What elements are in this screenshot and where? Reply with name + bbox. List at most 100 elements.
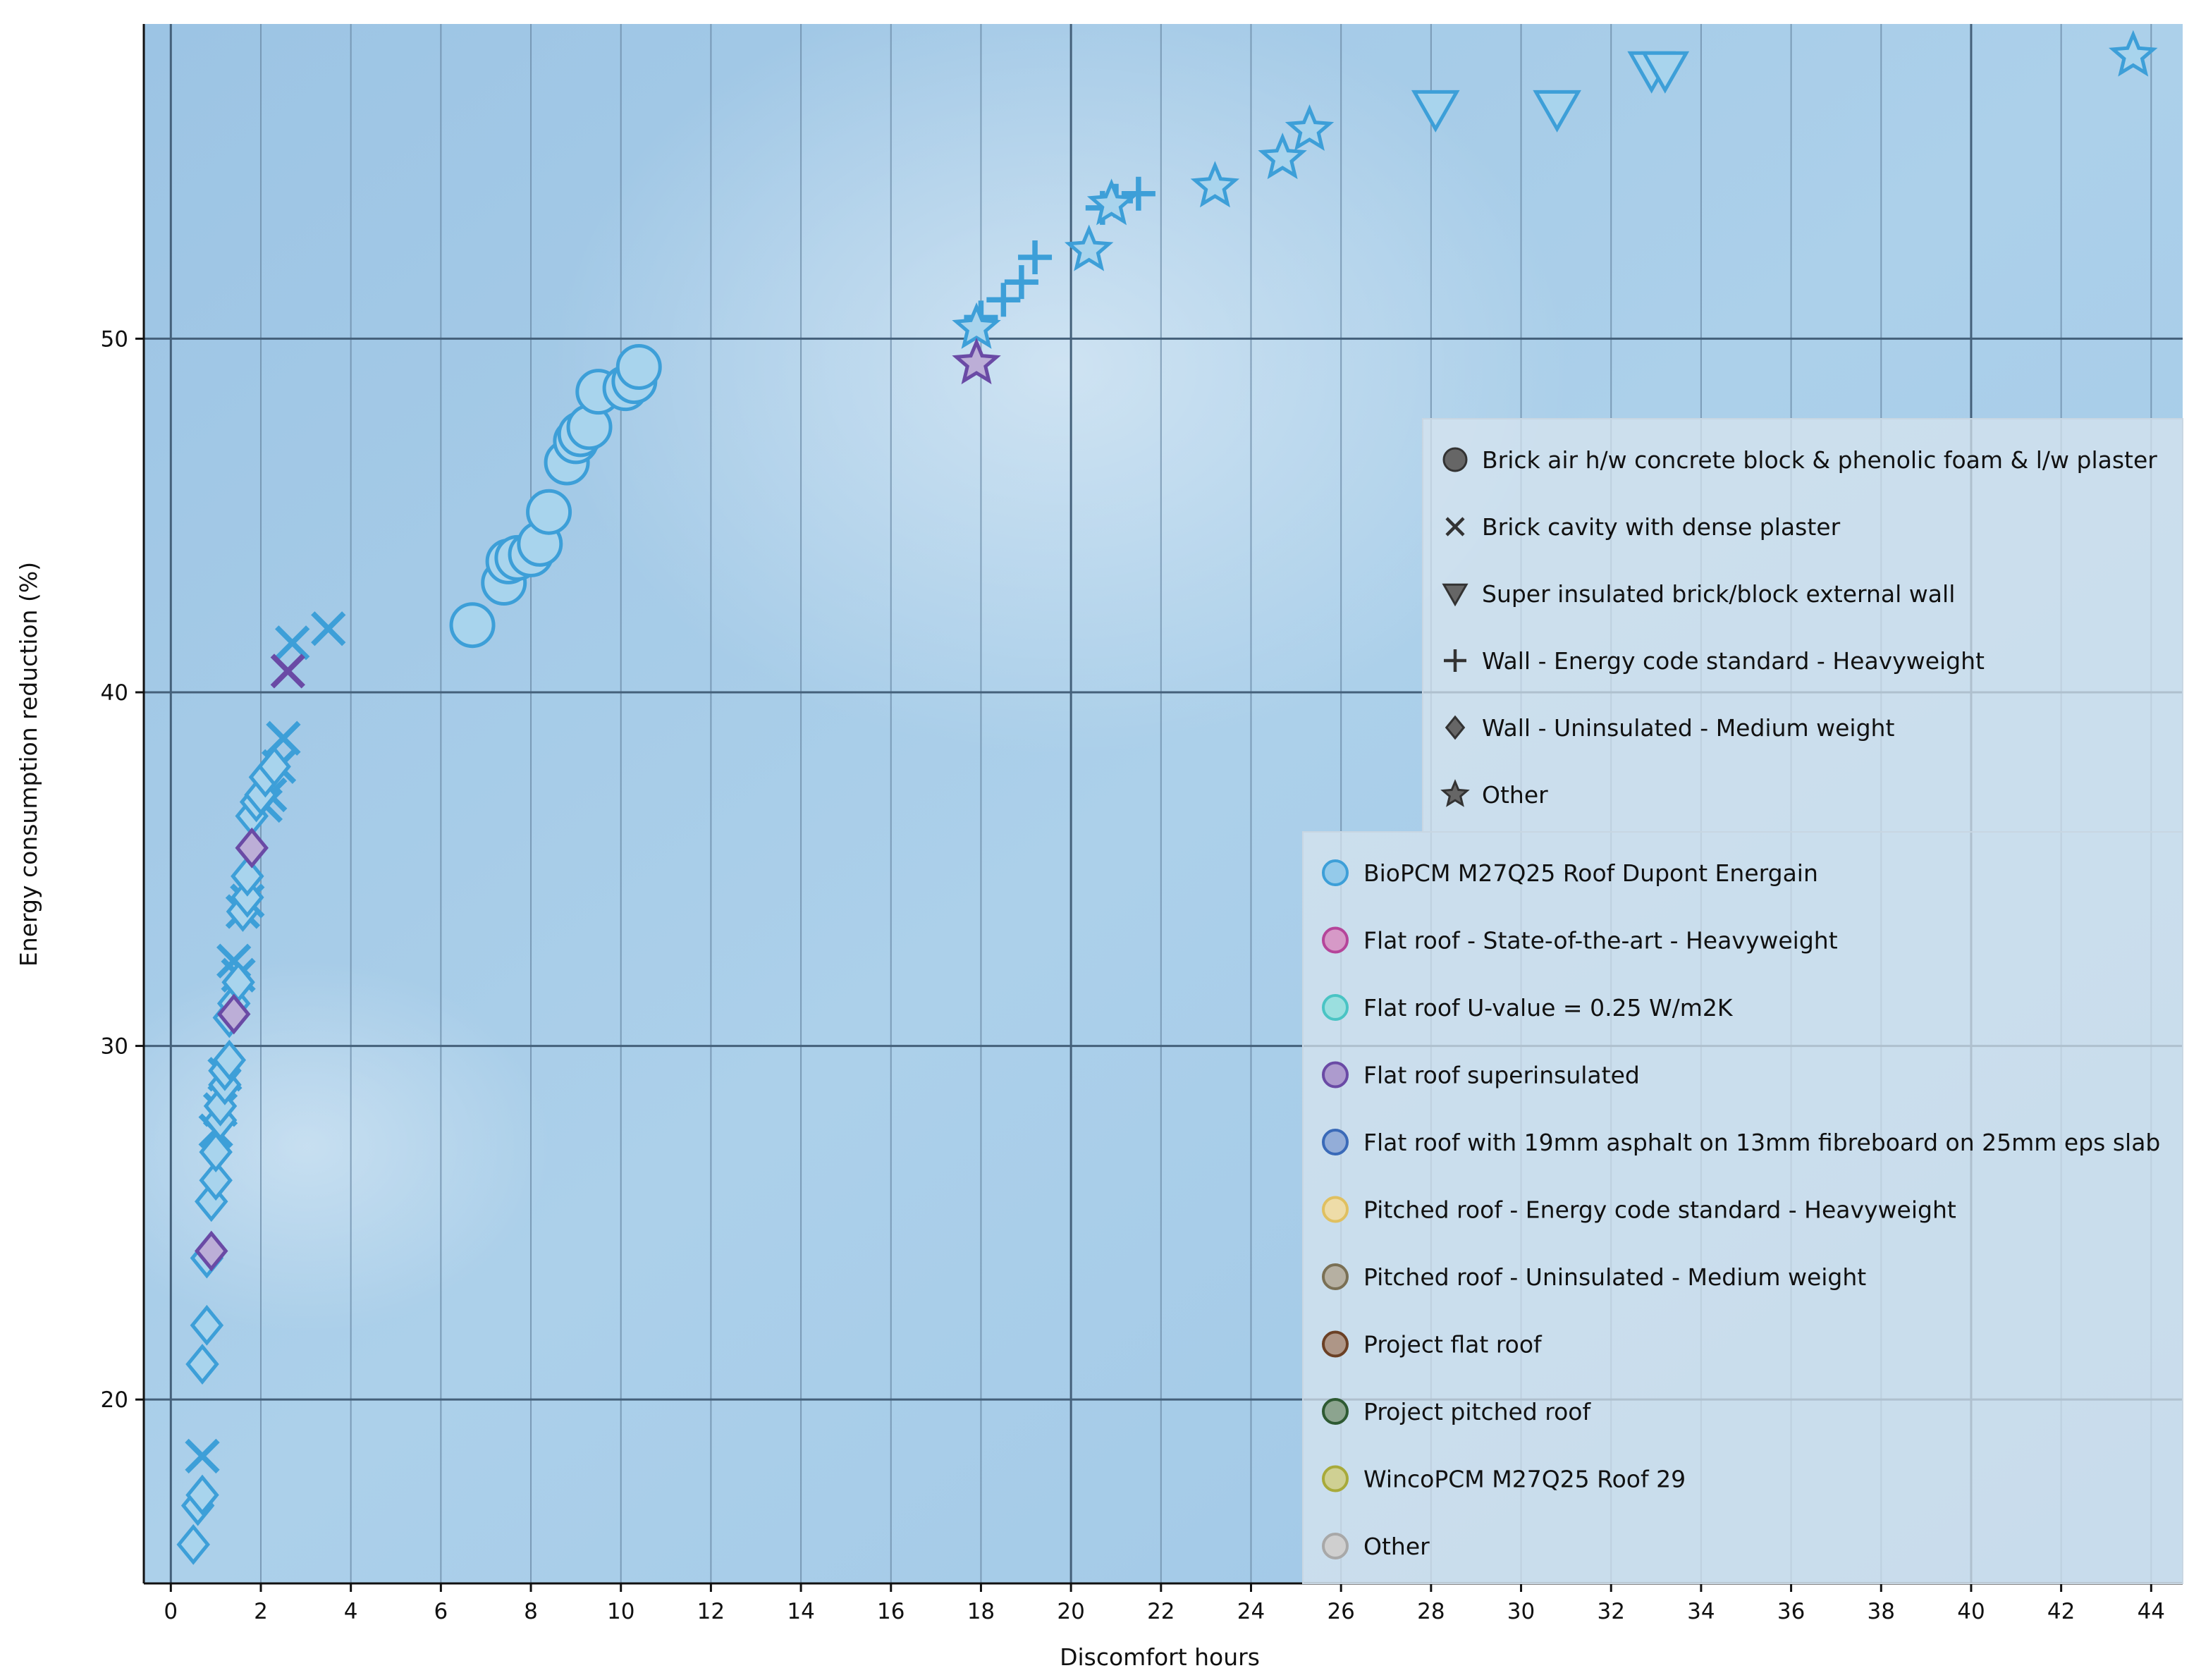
color-legend-label: Flat roof U-value = 0.25 W/m2K <box>1363 994 1734 1022</box>
x-tick-label: 20 <box>1057 1599 1084 1624</box>
x-tick-label: 8 <box>524 1599 538 1624</box>
x-tick-label: 44 <box>2138 1599 2165 1624</box>
shape-legend-label: Brick cavity with dense plaster <box>1482 513 1841 541</box>
legend-color-swatch <box>1322 994 1349 1021</box>
x-tick-label: 26 <box>1327 1599 1354 1624</box>
x-tick-label: 10 <box>607 1599 634 1624</box>
data-point-circle <box>449 602 496 649</box>
data-point-star <box>1086 178 1136 226</box>
data-point-diamond <box>199 1132 233 1173</box>
data-point-star <box>952 337 1001 385</box>
color-legend-label: Flat roof with 19mm asphalt on 13mm fibr… <box>1363 1129 2160 1156</box>
color-legend-label: Pitched roof - Uninsulated - Medium weig… <box>1363 1263 1866 1291</box>
data-point-diamond <box>199 1160 233 1201</box>
x-tick-label: 14 <box>787 1599 814 1624</box>
data-point-star <box>952 302 1001 349</box>
legend-color-swatch <box>1322 926 1349 954</box>
data-point-diamond <box>231 855 264 897</box>
x-tick-label: 40 <box>1957 1599 1985 1624</box>
data-point-diamond <box>195 1230 228 1272</box>
x-tick-label: 0 <box>164 1599 178 1624</box>
legend-shape-plus <box>1444 649 1466 672</box>
y-tick-label: 50 <box>101 326 128 352</box>
data-point-diamond <box>185 1344 219 1385</box>
legend-color-swatch <box>1322 859 1349 886</box>
legend-color-swatch <box>1322 1398 1349 1425</box>
data-point-circle <box>615 344 662 391</box>
shape-legend-label: Wall - Uninsulated - Medium weight <box>1482 714 1894 742</box>
y-axis-title: Energy consumption reduction (%) <box>15 562 42 967</box>
color-legend-label: Project pitched roof <box>1363 1398 1591 1425</box>
legend-shape-star <box>1440 779 1470 807</box>
data-point-circle <box>526 489 572 535</box>
legend-color-swatch <box>1322 1465 1349 1492</box>
data-point-x <box>275 625 310 661</box>
x-tick-label: 34 <box>1687 1599 1715 1624</box>
data-point-star <box>1064 224 1114 271</box>
x-tick-label: 32 <box>1597 1599 1624 1624</box>
legend-color-swatch <box>1322 1129 1349 1155</box>
y-tick-label: 40 <box>101 680 128 706</box>
legend-color-swatch <box>1322 1196 1349 1223</box>
x-tick-label: 38 <box>1868 1599 1895 1624</box>
legend-color-swatch <box>1322 1061 1349 1089</box>
shape-legend-label: Other <box>1482 781 1548 809</box>
x-tick-label: 2 <box>254 1599 268 1624</box>
data-point-triangle-down <box>1411 90 1460 133</box>
data-point-plus <box>1018 240 1053 275</box>
x-tick-label: 28 <box>1417 1599 1445 1624</box>
legend-shape-circle <box>1442 447 1468 472</box>
x-tick-label: 4 <box>344 1599 358 1624</box>
x-axis-title: Discomfort hours <box>1060 1643 1260 1671</box>
color-legend: BioPCM M27Q25 Roof Dupont Energain Flat r… <box>1302 831 2183 1584</box>
x-tick-label: 42 <box>2047 1599 2075 1624</box>
data-point-diamond <box>176 1523 210 1565</box>
data-point-diamond <box>235 827 269 869</box>
data-point-x <box>185 1438 220 1474</box>
data-point-diamond <box>257 746 291 787</box>
data-point-plus <box>1004 265 1038 300</box>
data-point-plus <box>1121 176 1155 211</box>
y-tick-label: 30 <box>101 1034 128 1060</box>
color-legend-label: Project flat roof <box>1363 1331 1543 1359</box>
data-point-star <box>1258 133 1307 180</box>
x-tick-label: 30 <box>1507 1599 1535 1624</box>
color-legend-box <box>1302 831 2183 1584</box>
data-point-diamond <box>231 876 264 918</box>
data-point-plus <box>986 283 1021 317</box>
x-tick-label: 22 <box>1147 1599 1175 1624</box>
legend-color-swatch <box>1322 1330 1349 1358</box>
shape-legend-label: Wall - Energy code standard - Heavyweigh… <box>1482 647 1985 675</box>
color-legend-label: Flat roof - State-of-the-art - Heavyweig… <box>1363 927 1838 955</box>
data-point-star <box>1285 104 1335 151</box>
color-legend-label: Other <box>1363 1533 1430 1560</box>
x-tick-label: 36 <box>1777 1599 1805 1624</box>
x-tick-label: 16 <box>877 1599 905 1624</box>
data-point-star <box>1190 161 1240 208</box>
x-tick-label: 24 <box>1237 1599 1265 1624</box>
shape-legend: Brick air h/w concrete block & phenolic … <box>1422 418 2183 833</box>
x-tick-label: 6 <box>434 1599 448 1624</box>
data-point-x <box>270 654 305 689</box>
color-legend-label: Pitched roof - Energy code standard - He… <box>1363 1196 1956 1224</box>
x-tick-label: 18 <box>967 1599 995 1624</box>
legend-color-swatch <box>1322 1533 1349 1559</box>
y-tick-label: 20 <box>101 1387 128 1413</box>
data-point-triangle-down <box>1533 90 1581 133</box>
data-point-star <box>2109 30 2158 77</box>
color-legend-label: WincoPCM M27Q25 Roof 29 <box>1363 1466 1686 1493</box>
shape-legend-box <box>1422 418 2183 833</box>
legend-shape-x <box>1445 517 1465 537</box>
tick-labels: 0 2 4 6 8 10 12 14 16 18 20 22 24 26 28 30 32 34 36 38 40 42 4… <box>101 326 2165 1624</box>
data-point-x <box>311 611 346 646</box>
data-point-diamond <box>185 1474 219 1516</box>
data-point-diamond <box>190 1304 224 1346</box>
shape-legend-label: Brick air h/w concrete block & phenolic … <box>1482 446 2157 474</box>
x-tick-label: 12 <box>697 1599 725 1624</box>
data-points <box>176 30 2158 1565</box>
data-point-triangle-down <box>1641 51 1690 94</box>
data-point-diamond <box>212 1039 247 1081</box>
legend-shape-diamond <box>1445 715 1466 740</box>
data-point-diamond <box>216 993 251 1035</box>
